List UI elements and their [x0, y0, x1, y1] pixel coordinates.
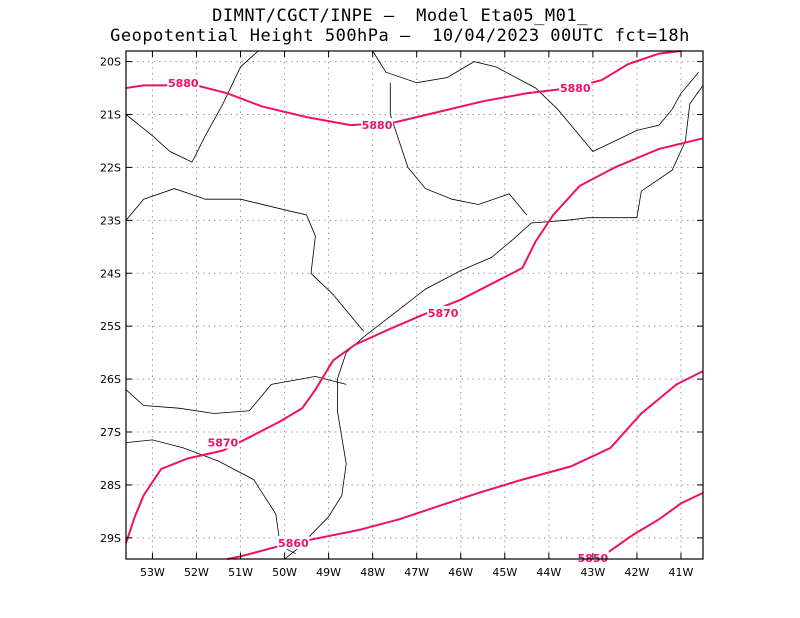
- lon-tick-label: 51W: [228, 566, 253, 579]
- boundary-line: [284, 352, 347, 560]
- lon-tick-label: 49W: [316, 566, 341, 579]
- lon-tick-label: 44W: [536, 566, 561, 579]
- contour-label-bg: [277, 536, 310, 550]
- contour-label: 5880: [168, 77, 199, 90]
- state-boundaries: [125, 50, 704, 560]
- grid-lines: [126, 51, 703, 559]
- lon-tick-label: 42W: [624, 566, 649, 579]
- contour-label: 5880: [362, 119, 393, 132]
- lat-tick-label: 26S: [100, 373, 121, 386]
- lat-tick-label: 22S: [100, 161, 121, 174]
- contour-5880: [125, 50, 682, 127]
- contour-5860: [227, 370, 704, 560]
- boundary-line: [191, 50, 259, 163]
- contour-label: 5870: [208, 437, 239, 450]
- contour-label-bg: [559, 81, 592, 95]
- lon-tick-label: 52W: [184, 566, 209, 579]
- chart-title-line1: DIMNT/CGCT/INPE – Model Eta05_M01_: [212, 6, 588, 26]
- lon-tick-label: 53W: [140, 566, 165, 579]
- boundary-line: [372, 50, 699, 152]
- lon-tick-label: 45W: [492, 566, 517, 579]
- boundary-line: [389, 82, 528, 216]
- boundary-line: [125, 114, 193, 163]
- lat-tick-label: 29S: [100, 532, 121, 545]
- axis-ticks: 20S 21S 22S 23S 24S 25S 26S 27S 28S 29S 53W 52W 51W 5…: [100, 51, 703, 579]
- contour-5850: [592, 491, 704, 560]
- chart-title-line2: Geopotential Height 500hPa – 10/04/2023 …: [110, 26, 690, 46]
- lat-tick-label: 27S: [100, 426, 121, 439]
- lon-tick-label: 43W: [580, 566, 605, 579]
- lat-tick-label: 21S: [100, 109, 121, 122]
- contour-label-bg: [167, 75, 200, 89]
- lon-tick-label: 41W: [669, 566, 694, 579]
- contour-label: 5860: [278, 537, 309, 550]
- boundary-line: [125, 439, 296, 555]
- contour-label-bg: [427, 305, 460, 319]
- boundary-line: [345, 85, 704, 353]
- contour-5870: [125, 137, 704, 544]
- contour-label: 5880: [560, 82, 591, 95]
- lon-tick-label: 46W: [448, 566, 473, 579]
- lat-tick-label: 25S: [100, 320, 121, 333]
- lon-tick-label: 48W: [360, 566, 385, 579]
- lon-tick-label: 47W: [404, 566, 429, 579]
- lat-tick-label: 23S: [100, 214, 121, 227]
- lat-tick-label: 24S: [100, 267, 121, 280]
- plot-frame: [125, 50, 704, 560]
- lat-tick-label: 28S: [100, 479, 121, 492]
- lat-tick-label: 20S: [100, 56, 121, 69]
- contour-label-bg: [206, 435, 239, 449]
- boundary-line: [125, 375, 347, 414]
- contour-label: 5870: [428, 307, 459, 320]
- lon-tick-label: 50W: [272, 566, 297, 579]
- contour-label-bg: [361, 118, 394, 132]
- boundary-line: [125, 188, 365, 332]
